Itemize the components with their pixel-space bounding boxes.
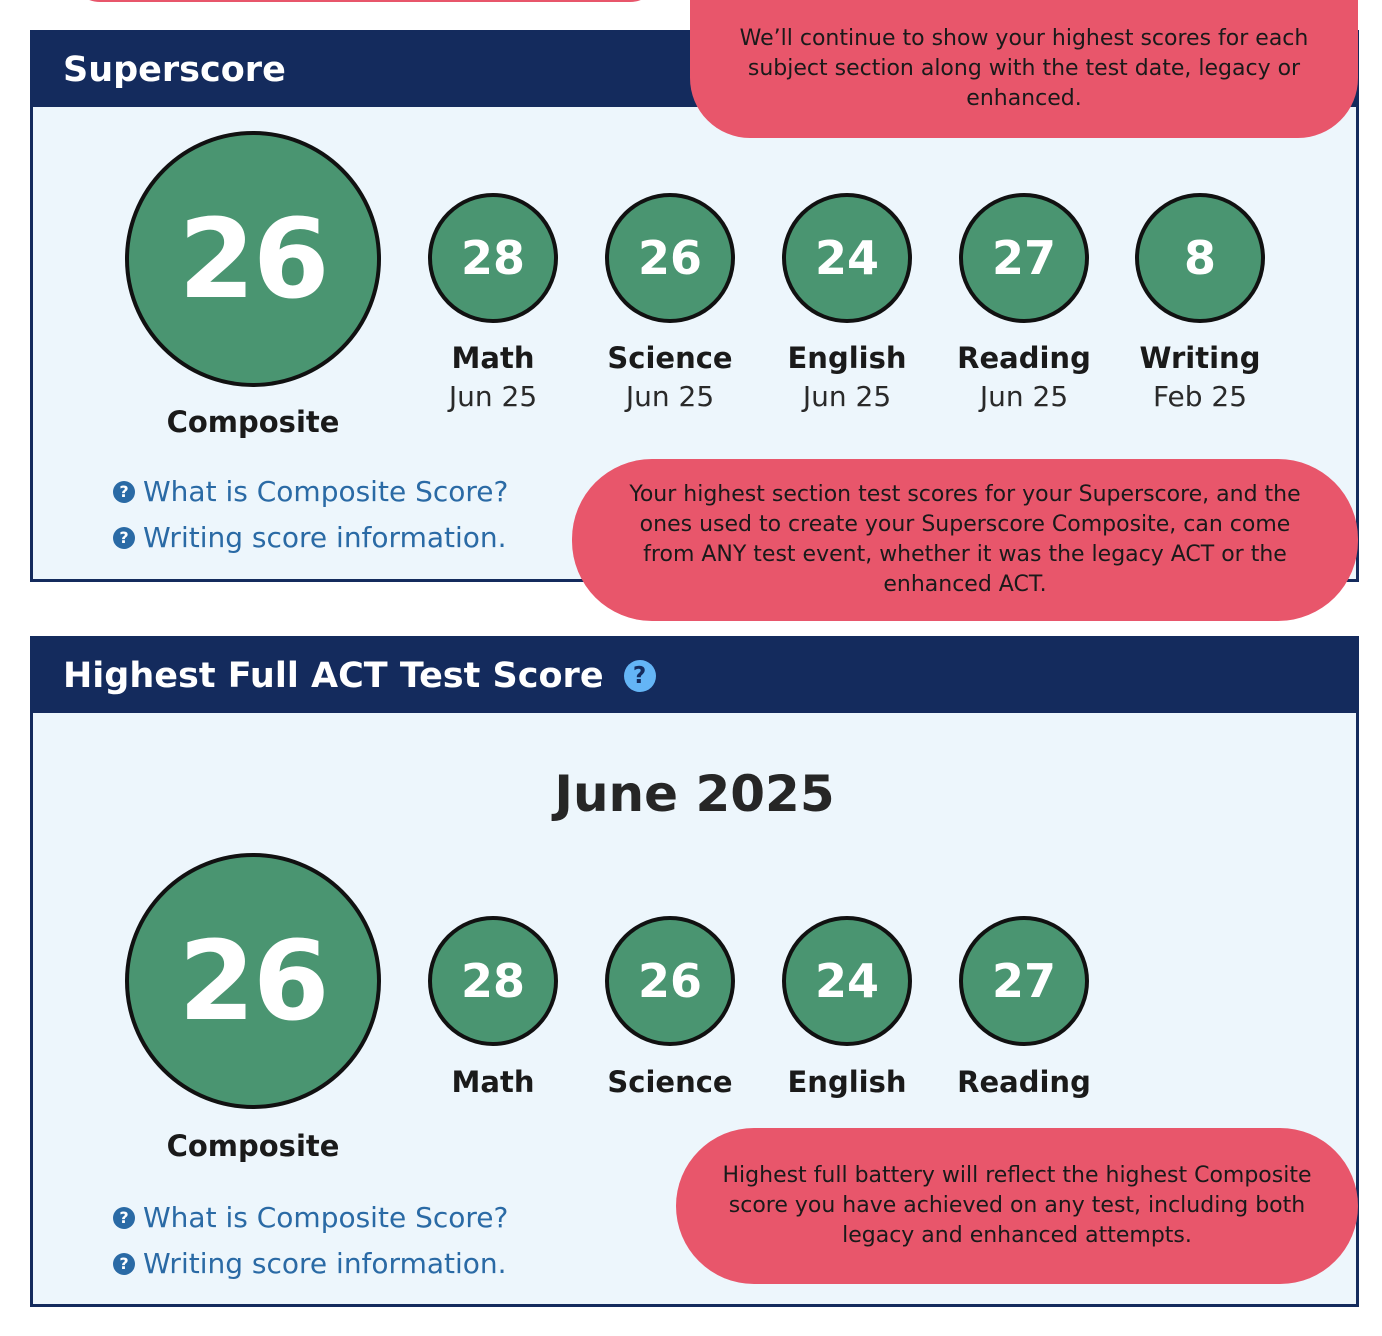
- superscore-composite-circle: 26: [125, 131, 381, 387]
- highest-english-label: English: [787, 1065, 907, 1099]
- highest-writing-link[interactable]: ? Writing score information.: [113, 1247, 507, 1280]
- callout-bottom: Highest full battery will reflect the hi…: [676, 1128, 1358, 1284]
- highest-english-score: 24: [814, 954, 879, 1008]
- highest-title: Highest Full ACT Test Score: [63, 656, 604, 696]
- highest-english-circle: 24: [782, 916, 912, 1046]
- superscore-writing-link[interactable]: ? Writing score information.: [113, 521, 507, 554]
- highest-composite-link-text[interactable]: What is Composite Score?: [143, 1201, 509, 1234]
- highest-science-label: Science: [607, 1065, 733, 1099]
- superscore-writing-score: 8: [1183, 231, 1216, 285]
- callout-middle-text: Your highest section test scores for you…: [629, 482, 1301, 597]
- highest-reading-circle: 27: [959, 916, 1089, 1046]
- callout-bottom-text: Highest full battery will reflect the hi…: [722, 1163, 1312, 1248]
- superscore-writing-date: Feb 25: [1152, 380, 1248, 413]
- superscore-reading-score: 27: [991, 231, 1056, 285]
- superscore-english-circle: 24: [782, 193, 912, 323]
- superscore-math-date: Jun 25: [448, 380, 538, 413]
- superscore-reading-label: Reading: [957, 341, 1091, 375]
- superscore-english-date: Jun 25: [802, 380, 892, 413]
- superscore-reading-date: Jun 25: [979, 380, 1069, 413]
- superscore-science-date: Jun 25: [625, 380, 715, 413]
- superscore-composite-link[interactable]: ? What is Composite Score?: [113, 475, 508, 508]
- callout-top: We’ll continue to show your highest scor…: [690, 0, 1358, 138]
- superscore-science-circle: 26: [605, 193, 735, 323]
- superscore-composite-score: 26: [178, 195, 329, 323]
- highest-science-score: 26: [637, 954, 702, 1008]
- top-callout-fragment: [70, 0, 660, 2]
- highest-test-month: June 2025: [554, 765, 835, 823]
- question-circle-icon: ?: [113, 1252, 135, 1275]
- superscore-composite-label: Composite: [166, 405, 340, 439]
- superscore-writing-label: Writing: [1139, 341, 1261, 375]
- callout-middle: Your highest section test scores for you…: [572, 459, 1358, 621]
- highest-composite-link[interactable]: ? What is Composite Score?: [113, 1201, 508, 1234]
- highest-science-circle: 26: [605, 916, 735, 1046]
- question-circle-icon[interactable]: ?: [623, 660, 656, 692]
- highest-header: Highest Full ACT Test Score ?: [33, 639, 1356, 713]
- superscore-composite-link-text[interactable]: What is Composite Score?: [143, 475, 509, 508]
- superscore-math-label: Math: [451, 341, 535, 375]
- callout-top-text: We’ll continue to show your highest scor…: [739, 26, 1309, 111]
- highest-writing-link-text[interactable]: Writing score information.: [143, 1247, 507, 1280]
- highest-composite-circle: 26: [125, 853, 381, 1109]
- highest-math-score: 28: [460, 954, 525, 1008]
- superscore-reading-circle: 27: [959, 193, 1089, 323]
- superscore-writing-circle: 8: [1135, 193, 1265, 323]
- question-circle-icon: ?: [113, 1206, 135, 1229]
- superscore-science-score: 26: [637, 231, 702, 285]
- superscore-english-label: English: [787, 341, 907, 375]
- highest-math-circle: 28: [428, 916, 558, 1046]
- superscore-writing-link-text[interactable]: Writing score information.: [143, 521, 507, 554]
- superscore-math-score: 28: [460, 231, 525, 285]
- highest-composite-label: Composite: [166, 1129, 340, 1163]
- highest-math-label: Math: [451, 1065, 535, 1099]
- question-circle-icon: ?: [113, 480, 135, 503]
- highest-composite-score: 26: [178, 917, 329, 1045]
- highest-reading-label: Reading: [957, 1065, 1091, 1099]
- question-circle-icon: ?: [113, 526, 135, 549]
- superscore-title: Superscore: [63, 50, 286, 90]
- superscore-english-score: 24: [814, 231, 879, 285]
- superscore-math-circle: 28: [428, 193, 558, 323]
- highest-reading-score: 27: [991, 954, 1056, 1008]
- superscore-science-label: Science: [607, 341, 733, 375]
